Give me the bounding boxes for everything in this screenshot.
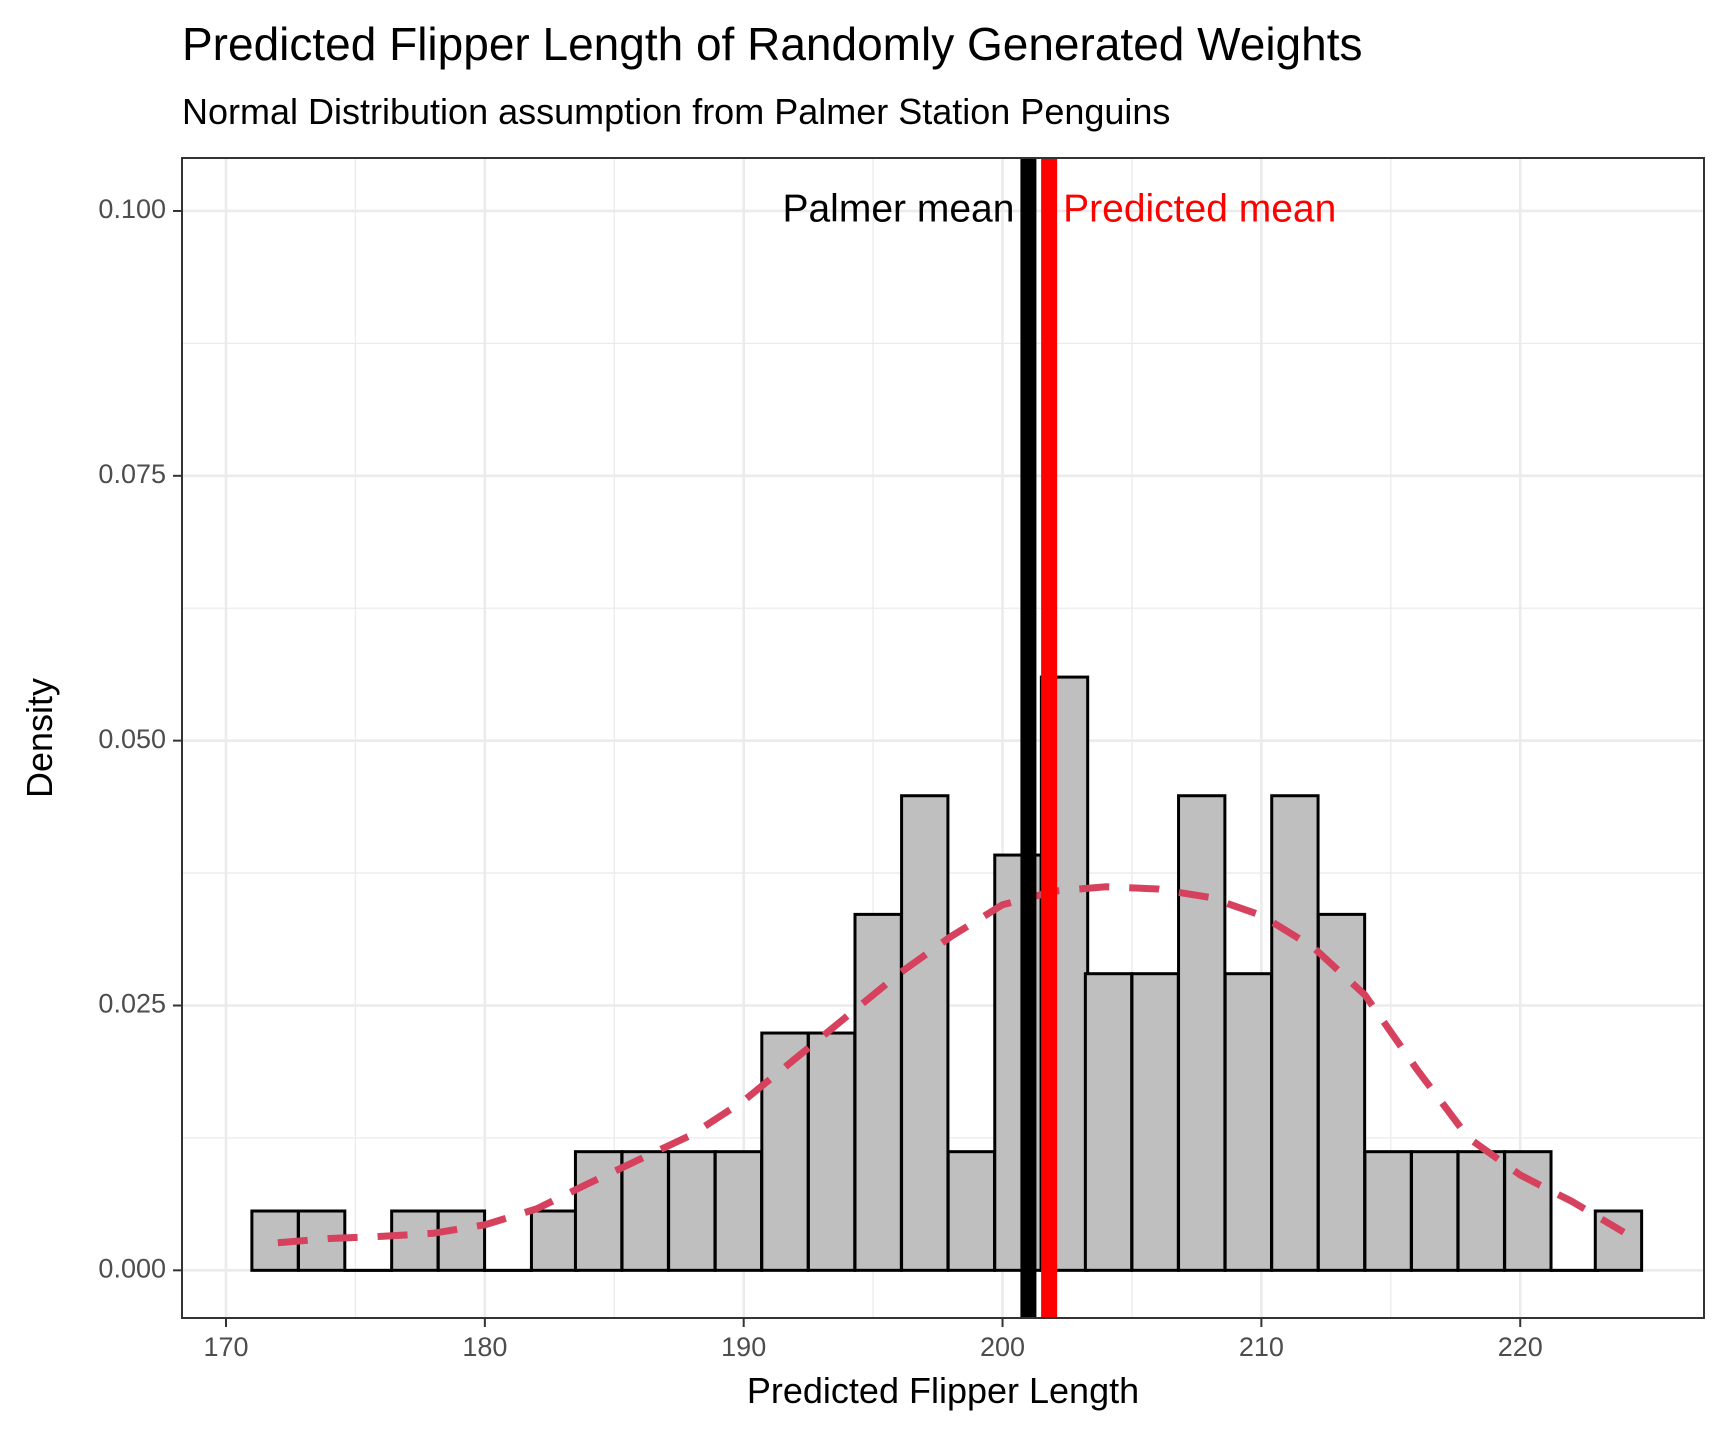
y-tick-label: 0.100 (98, 194, 166, 224)
histogram-bar-11 (760, 1031, 810, 1272)
histogram-bar-23 (1316, 912, 1367, 1272)
histogram-bars (250, 675, 1644, 1272)
y-axis-title: Density (19, 678, 60, 798)
histogram-bar-26 (1456, 1150, 1506, 1272)
histogram-bar-20 (1177, 794, 1227, 1272)
histogram-bar-10 (713, 1150, 764, 1272)
x-tick-label: 200 (980, 1332, 1025, 1362)
density-curve (277, 883, 1626, 1247)
x-tick-label: 180 (462, 1332, 507, 1362)
histogram-bar-9 (667, 1150, 717, 1272)
reference-label-1: Predicted mean (1063, 187, 1336, 230)
x-tick-label: 190 (721, 1332, 766, 1362)
histogram-bar-22 (1270, 794, 1320, 1272)
histogram-bar-19 (1130, 972, 1180, 1272)
histogram-bar-24 (1363, 1150, 1413, 1272)
histogram-bar-8 (620, 1150, 670, 1272)
histogram-bar-18 (1083, 972, 1134, 1272)
histogram-bar-6 (529, 1209, 580, 1272)
y-tick-label: 0.000 (98, 1253, 166, 1283)
histogram-bar-14 (900, 794, 950, 1272)
histogram-bar-0 (250, 1209, 300, 1272)
histogram-bar-27 (1503, 1150, 1553, 1272)
histogram-bar-12 (806, 1031, 857, 1272)
reference-label-0: Palmer mean (782, 187, 1014, 230)
histogram-bar-25 (1410, 1150, 1460, 1272)
y-axis: 0.000 0.025 0.050 0.075 0.100 (98, 194, 182, 1283)
histogram-bar-7 (573, 1150, 624, 1272)
x-tick-label: 210 (1239, 1332, 1284, 1362)
chart-subtitle: Normal Distribution assumption from Palm… (182, 91, 1170, 132)
y-tick-label: 0.025 (98, 989, 166, 1019)
chart-title: Predicted Flipper Length of Randomly Gen… (182, 18, 1362, 70)
x-tick-label: 220 (1498, 1332, 1543, 1362)
x-tick-label: 170 (203, 1332, 248, 1362)
histogram-bar-21 (1223, 972, 1273, 1272)
histogram-bar-15 (946, 1150, 997, 1272)
x-axis-title: Predicted Flipper Length (747, 1370, 1139, 1411)
y-tick-label: 0.050 (98, 724, 166, 754)
plot-panel-border (181, 157, 1705, 1319)
reference-lines (1020, 158, 1058, 1318)
x-axis: 170 180 190 200 210 220 (203, 1318, 1543, 1362)
histogram-bar-13 (853, 912, 903, 1272)
annotations: Palmer mean Predicted mean (782, 187, 1336, 230)
density-curve-layer (277, 883, 1626, 1247)
histogram-bar-4 (436, 1209, 487, 1272)
y-tick-label: 0.075 (98, 459, 166, 489)
histogram-bar-3 (390, 1209, 440, 1272)
